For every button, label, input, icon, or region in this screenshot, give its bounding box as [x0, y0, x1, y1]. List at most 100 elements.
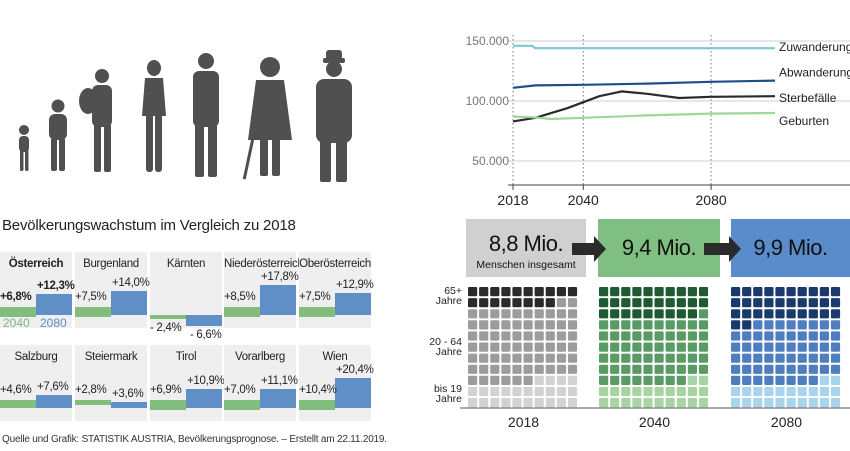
- waffle-cell: [808, 386, 818, 397]
- waffle-cell: [501, 386, 511, 397]
- waffle-cell: [490, 320, 500, 330]
- waffle-cell: [490, 342, 500, 352]
- waffle-cell: [654, 342, 664, 352]
- waffle-cell: [698, 353, 709, 363]
- waffle-cell: [610, 364, 620, 374]
- waffle-cell: [808, 331, 818, 341]
- value-2040: +2,8%: [75, 384, 107, 396]
- waffle-cell: [534, 353, 544, 363]
- waffle-cell: [512, 353, 522, 363]
- waffle-cell: [632, 287, 642, 297]
- region-cell: Vorarlberg +7,0% +11,1%: [224, 345, 298, 421]
- waffle-cell: [545, 375, 555, 385]
- elderly-man-silhouette: [316, 50, 352, 182]
- waffle-cell: [819, 309, 829, 319]
- bar-2080: [186, 389, 222, 408]
- waffle-cell: [676, 398, 686, 408]
- bar-2080: [260, 388, 296, 408]
- waffle-cell: [534, 364, 544, 374]
- waffle-group-2040: [599, 287, 709, 408]
- waffle-cell: [698, 398, 709, 408]
- waffle-cell: [545, 298, 555, 308]
- waffle-cell: [665, 287, 675, 297]
- waffle-cell: [621, 364, 631, 374]
- region-cell: Steiermark +2,8% +3,6%: [75, 345, 147, 421]
- waffle-year-label: 2040: [639, 414, 670, 430]
- waffle-cell: [797, 386, 807, 397]
- value-2080: +3,6%: [112, 387, 144, 400]
- region-name: Oberösterreich: [299, 258, 371, 270]
- waffle-cell: [468, 353, 478, 363]
- waffle-cell: [676, 320, 686, 330]
- waffle-cell: [501, 398, 511, 408]
- waffle-cell: [819, 398, 829, 408]
- waffle-cell: [468, 331, 478, 341]
- waffle-cell: [830, 375, 841, 385]
- waffle-cell: [621, 342, 631, 352]
- waffle-cell: [786, 298, 796, 308]
- region-cell: Salzburg +4,6% +7,6%: [0, 345, 72, 421]
- waffle-cell: [797, 342, 807, 352]
- waffle-cell: [621, 353, 631, 363]
- waffle-cell: [665, 386, 675, 397]
- waffle-cell: [775, 309, 785, 319]
- waffle-cell: [742, 375, 752, 385]
- waffle-cell: [556, 364, 566, 374]
- series-line-2: [512, 90, 776, 123]
- waffle-cell: [654, 331, 664, 341]
- value-2080: +11,1%: [261, 374, 298, 387]
- waffle-cell: [643, 375, 653, 385]
- waffle-cell: [479, 375, 489, 385]
- value-2040: +8,5%: [224, 291, 256, 303]
- waffle-cell: [764, 364, 774, 374]
- waffle-cell: [819, 320, 829, 330]
- waffle-cell: [654, 398, 664, 408]
- age-group-label-unit: Jahre: [436, 393, 462, 405]
- waffle-cell: [786, 320, 796, 330]
- waffle-cell: [512, 287, 522, 297]
- waffle-cell: [698, 331, 709, 341]
- waffle-cell: [512, 320, 522, 330]
- waffle-cell: [512, 386, 522, 397]
- waffle-cell: [599, 364, 609, 374]
- waffle-cell: [753, 364, 763, 374]
- waffle-cell: [621, 386, 631, 397]
- waffle-cell: [687, 353, 697, 363]
- series-label: Zuwanderung: [779, 40, 850, 54]
- region-name: Steiermark: [84, 351, 138, 363]
- bar-2080: [111, 401, 147, 408]
- waffle-cell: [632, 353, 642, 363]
- waffle-cell: [687, 386, 697, 397]
- waffle-cell: [830, 309, 841, 319]
- waffle-cell: [808, 298, 818, 308]
- waffle-cell: [632, 375, 642, 385]
- waffle-cell: [632, 398, 642, 408]
- waffle-cell: [676, 353, 686, 363]
- bar-2080: [36, 394, 72, 408]
- waffle-cell: [731, 353, 741, 363]
- waffle-cell: [665, 342, 675, 352]
- waffle-cell: [764, 398, 774, 408]
- waffle-cell: [556, 386, 566, 397]
- waffle-cell: [567, 320, 578, 330]
- bar-2040: [75, 307, 111, 317]
- waffle-cell: [545, 398, 555, 408]
- elderly-woman-silhouette: [242, 57, 292, 180]
- waffle-cell: [764, 320, 774, 330]
- waffle-cell: [468, 386, 478, 397]
- value-2080: - 6,6%: [190, 329, 222, 342]
- waffle-cell: [523, 298, 533, 308]
- waffle-cell: [698, 309, 709, 319]
- waffle-cell: [610, 331, 620, 341]
- waffle-cell: [698, 364, 709, 374]
- value-2080: +12,3%: [37, 279, 75, 292]
- waffle-cell: [808, 398, 818, 408]
- teen-silhouette: [79, 69, 112, 172]
- arrow-right-icon: [704, 236, 741, 262]
- toddler-silhouette: [19, 125, 29, 171]
- waffle-cell: [632, 342, 642, 352]
- waffle-cell: [512, 298, 522, 308]
- waffle-cell: [775, 386, 785, 397]
- age-group-label: bis 19: [434, 383, 462, 395]
- waffle-cell: [610, 398, 620, 408]
